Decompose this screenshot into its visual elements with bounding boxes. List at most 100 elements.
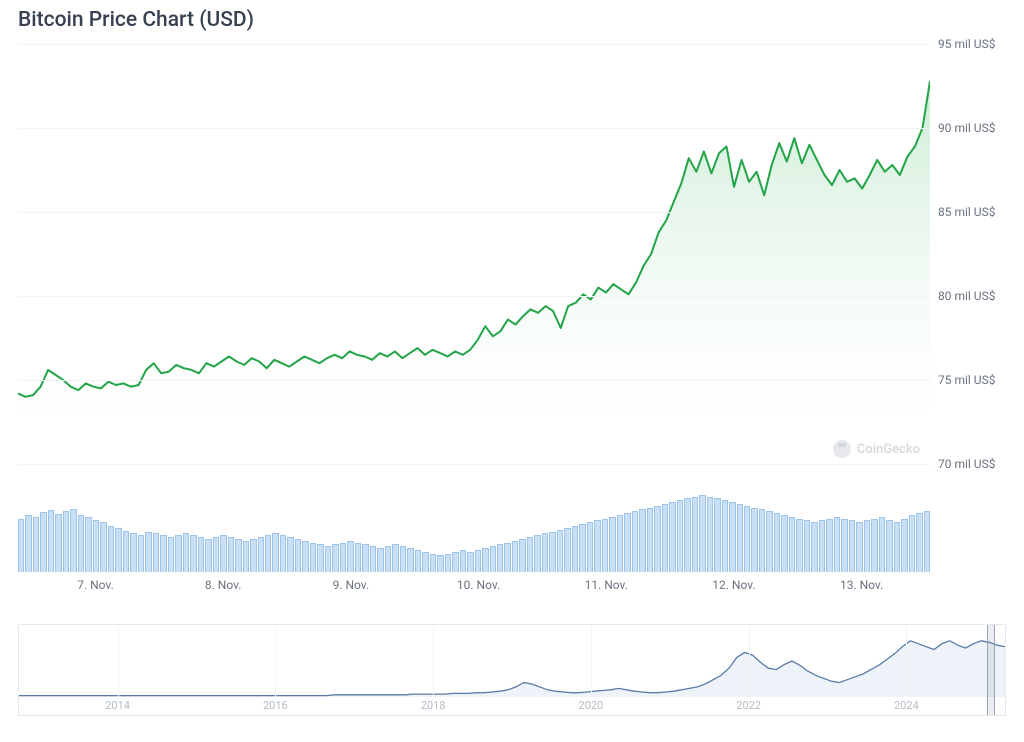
volume-bar [796, 519, 802, 572]
volume-bar [63, 511, 69, 572]
navigator-year-label: 2014 [105, 699, 130, 712]
volume-bar [572, 526, 578, 572]
volume-bar [115, 528, 121, 572]
volume-bar [759, 509, 765, 572]
watermark-text: CoinGecko [857, 442, 920, 457]
volume-bar [729, 502, 735, 572]
navigator-svg [19, 625, 1005, 697]
volume-bar [737, 504, 743, 572]
y-tick-label: 75 mil US$ [938, 373, 995, 387]
x-axis: 7. Nov.8. Nov.9. Nov.10. Nov.11. Nov.12.… [18, 578, 930, 598]
volume-bar [751, 508, 757, 572]
volume-bar [826, 519, 832, 572]
volume-bar [198, 537, 204, 572]
volume-bar [250, 539, 256, 572]
volume-bar [594, 520, 600, 572]
volume-bar [722, 500, 728, 572]
volume-bar [542, 533, 548, 572]
volume-bar [894, 522, 900, 572]
volume-bar [564, 528, 570, 572]
price-chart[interactable]: CoinGecko [18, 44, 930, 464]
volume-bar [811, 522, 817, 572]
volume-bar [190, 535, 196, 572]
volume-bar [430, 554, 436, 572]
volume-bar [579, 524, 585, 572]
volume-bar [78, 515, 84, 572]
volume-bar [332, 544, 338, 572]
navigator-year-grid [749, 625, 750, 697]
volume-bar [377, 548, 383, 572]
grid-line [18, 128, 930, 129]
volume-bar [901, 519, 907, 572]
volume-bar [804, 520, 810, 572]
volume-bar [70, 509, 76, 572]
volume-bar [205, 539, 211, 572]
volume-bar [100, 522, 106, 572]
volume-bar [617, 515, 623, 572]
volume-bar [40, 512, 46, 572]
volume-bar [766, 511, 772, 572]
volume-bar [467, 552, 473, 572]
y-tick-label: 85 mil US$ [938, 205, 995, 219]
volume-bar [475, 550, 481, 572]
volume-bar [557, 530, 563, 572]
volume-bar [280, 535, 286, 572]
volume-bar [228, 537, 234, 572]
volume-bar [452, 552, 458, 572]
volume-bar [385, 546, 391, 572]
volume-bar [624, 513, 630, 572]
volume-bar [871, 519, 877, 572]
volume-bar [325, 546, 331, 572]
volume-bar [512, 541, 518, 572]
volume-bar [834, 517, 840, 572]
volume-bar [422, 552, 428, 572]
grid-line [18, 296, 930, 297]
volume-bar [789, 517, 795, 572]
navigator[interactable]: 201420162018202020222024 [18, 624, 1006, 716]
volume-bar [415, 550, 421, 572]
volume-bar [400, 546, 406, 572]
volume-bar [310, 543, 316, 572]
volume-bar [587, 522, 593, 572]
y-tick-label: 80 mil US$ [938, 289, 995, 303]
volume-bar [445, 554, 451, 572]
volume-bar [437, 555, 443, 572]
volume-bar [527, 537, 533, 572]
navigator-handle[interactable] [987, 625, 995, 715]
volume-bar [362, 544, 368, 572]
volume-bar [407, 548, 413, 572]
volume-bar [647, 508, 653, 572]
navigator-year-label: 2022 [736, 699, 761, 712]
volume-chart[interactable] [18, 480, 930, 572]
volume-bar [707, 497, 713, 572]
y-tick-label: 90 mil US$ [938, 121, 995, 135]
volume-bar [490, 546, 496, 572]
chart-title: Bitcoin Price Chart (USD) [18, 8, 254, 32]
volume-bar [909, 515, 915, 572]
y-axis: 70 mil US$75 mil US$80 mil US$85 mil US$… [938, 44, 1018, 464]
volume-bar [243, 541, 249, 572]
volume-bar [669, 502, 675, 572]
navigator-year-label: 2020 [579, 699, 604, 712]
navigator-year-label: 2018 [421, 699, 446, 712]
volume-bar [482, 548, 488, 572]
volume-bar [460, 550, 466, 572]
volume-bar [632, 511, 638, 572]
volume-bar [677, 500, 683, 572]
volume-bar [841, 519, 847, 572]
volume-bar [684, 498, 690, 572]
volume-bar [213, 537, 219, 572]
navigator-year-grid [275, 625, 276, 697]
navigator-year-label: 2016 [263, 699, 288, 712]
grid-line [18, 464, 930, 465]
volume-bar [145, 532, 151, 572]
volume-bar [302, 541, 308, 572]
volume-bar [25, 515, 31, 572]
volume-bar [85, 517, 91, 572]
volume-bar [497, 544, 503, 572]
volume-bar [295, 539, 301, 572]
navigator-year-grid [118, 625, 119, 697]
volume-bar [370, 546, 376, 572]
volume-bar [355, 543, 361, 572]
volume-bar [879, 517, 885, 572]
